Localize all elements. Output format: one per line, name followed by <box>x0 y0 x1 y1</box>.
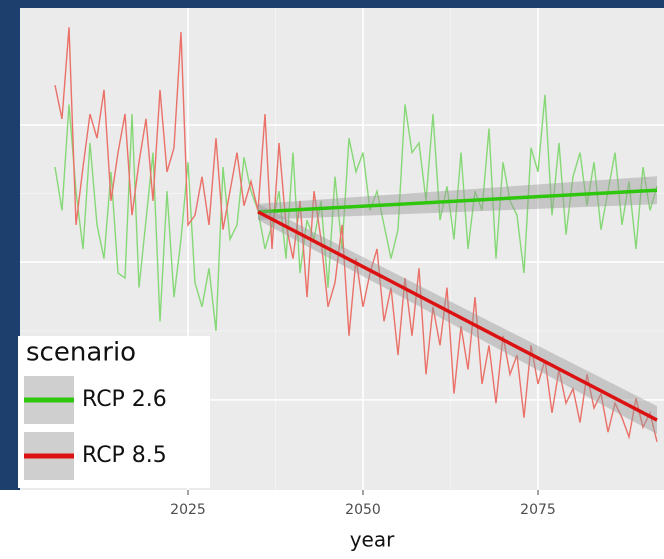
legend-title: scenario <box>26 338 136 368</box>
x-tick-label: 2075 <box>520 502 556 518</box>
legend-label: RCP 8.5 <box>82 443 167 468</box>
confidence-band <box>258 176 657 220</box>
trend-line <box>257 188 658 214</box>
x-axis-title: year <box>350 528 395 552</box>
series-line <box>54 94 658 332</box>
legend-label: RCP 2.6 <box>82 387 167 412</box>
confidence-band <box>258 203 657 435</box>
x-tick-label: 2025 <box>170 502 206 518</box>
axis-area <box>0 490 664 559</box>
x-tick-label: 2050 <box>345 502 381 518</box>
series-line <box>54 27 658 442</box>
trend-line <box>257 210 658 422</box>
